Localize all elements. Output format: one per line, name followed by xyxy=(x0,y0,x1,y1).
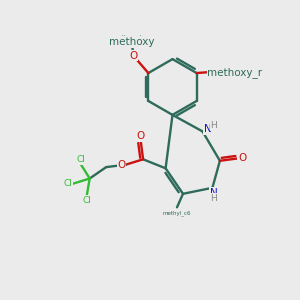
Text: methoxy: methoxy xyxy=(109,37,154,47)
Text: H: H xyxy=(211,194,217,203)
Text: Cl: Cl xyxy=(63,179,72,188)
Text: methoxy_r: methoxy_r xyxy=(208,67,262,78)
Text: O: O xyxy=(212,67,220,76)
Text: O: O xyxy=(136,131,145,141)
Text: N: N xyxy=(204,124,212,134)
Text: O: O xyxy=(117,160,126,170)
Text: O: O xyxy=(238,153,246,164)
Text: methoxy_top: methoxy_top xyxy=(114,34,150,40)
Text: Cl: Cl xyxy=(76,155,85,164)
Text: methyl_c6: methyl_c6 xyxy=(163,210,191,215)
Text: N: N xyxy=(210,188,218,198)
Text: O: O xyxy=(129,51,137,61)
Text: H: H xyxy=(211,122,217,130)
Text: Cl: Cl xyxy=(82,196,91,205)
